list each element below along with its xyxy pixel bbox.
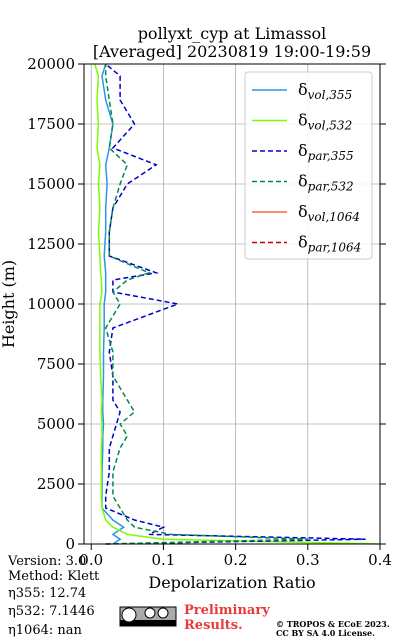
legend: δvol,355 δvol,532 δpar,355 δpar,532 δvol,106… — [244, 71, 373, 260]
info-text: η1064: nan — [8, 623, 83, 638]
x-tick-label: 0.1 — [151, 551, 175, 569]
legend-label: δpar,355 — [298, 141, 354, 163]
plot-frame — [83, 63, 381, 545]
legend-label: δvol,1064 — [298, 202, 360, 224]
y-tick-label: 10000 — [27, 295, 75, 313]
copyright: CC BY SA 4.0 License. — [276, 628, 375, 638]
preliminary-badge: Preliminary Results. — [184, 603, 274, 633]
legend-label: δvol,355 — [298, 80, 352, 102]
chart-title: pollyxt_cyp at Limassol — [138, 24, 327, 43]
info-text: η355: 12.74 — [8, 586, 86, 601]
y-tick-label: 17500 — [27, 115, 75, 133]
legend-label: δpar,1064 — [298, 233, 361, 255]
chart-title: [Averaged] 20230819 19:00-19:59 — [93, 42, 371, 61]
cc-logo — [119, 606, 177, 627]
info-text: η532: 7.1446 — [8, 604, 95, 619]
y-tick-label: 12500 — [27, 235, 75, 253]
data-line — [104, 64, 308, 545]
copyright: © TROPOS & ECoE 2023. — [276, 619, 390, 629]
legend-label: δpar,532 — [298, 172, 354, 194]
info-text: Method: Klett — [8, 569, 100, 584]
data-line — [94, 63, 381, 545]
y-tick-label: 20000 — [27, 55, 75, 73]
y-tick-label: 0 — [65, 535, 75, 553]
data-line — [101, 63, 126, 545]
data-line — [104, 63, 366, 545]
x-tick-label: 0.2 — [224, 551, 248, 569]
y-axis-label: Height (m) — [0, 260, 18, 348]
x-tick-label: 0.3 — [296, 551, 320, 569]
y-tick-label: 2500 — [37, 475, 75, 493]
x-tick-label: 0.0 — [79, 551, 103, 569]
y-tick-label: 7500 — [37, 355, 75, 373]
x-axis-label: Depolarization Ratio — [148, 573, 315, 592]
info-text: Version: 3.0 — [7, 554, 86, 569]
y-tick-label: 5000 — [37, 415, 75, 433]
x-tick-label: 0.4 — [368, 551, 392, 569]
legend-label: δvol,532 — [298, 111, 352, 133]
y-tick-label: 15000 — [27, 175, 75, 193]
